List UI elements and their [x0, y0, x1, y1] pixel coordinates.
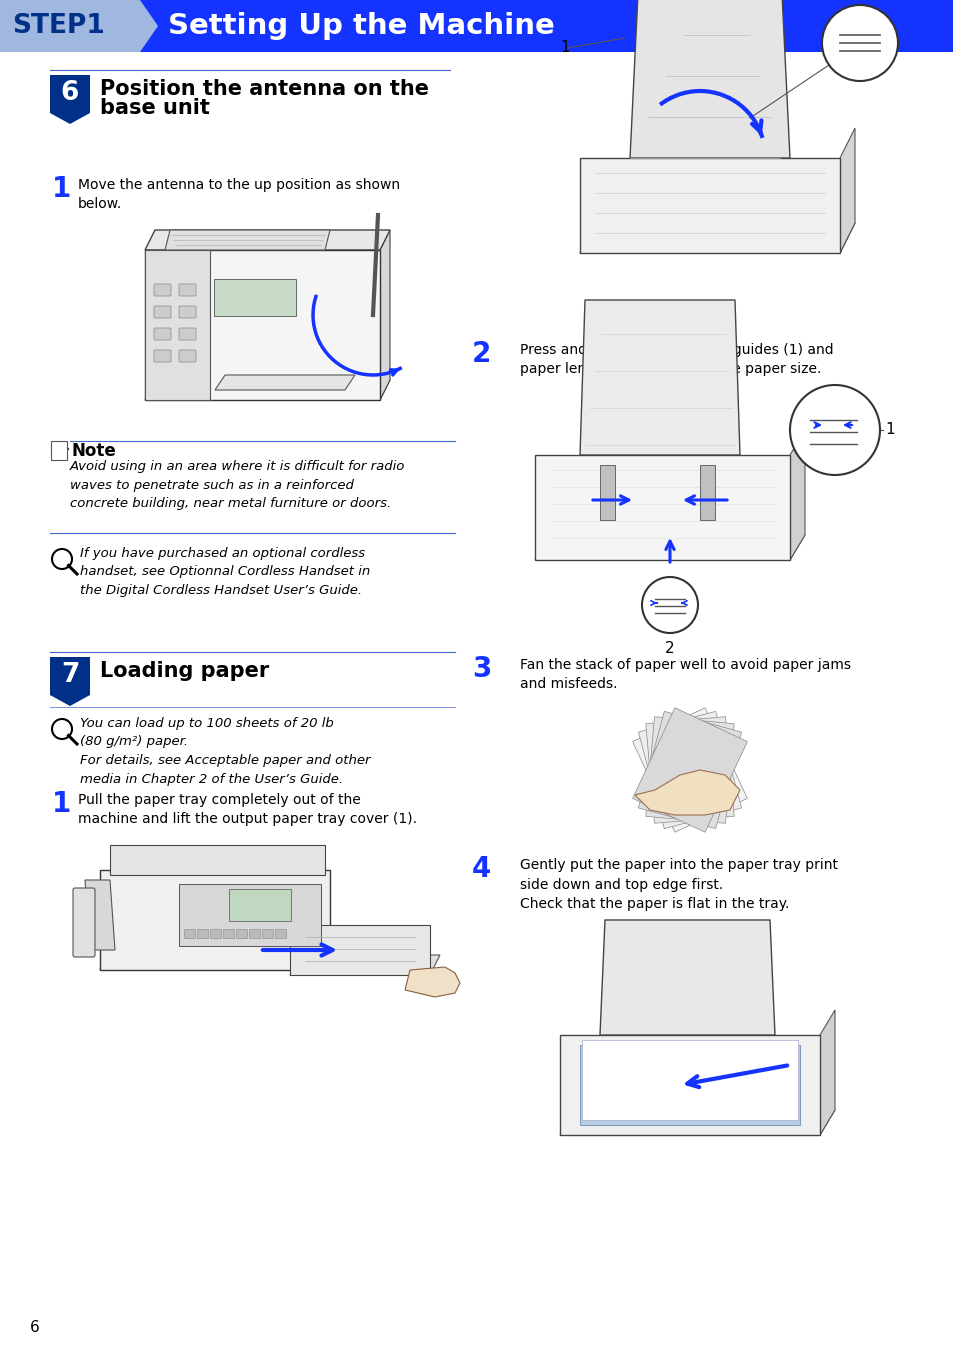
FancyBboxPatch shape — [110, 844, 325, 875]
Text: Press and slide the paper side guides (1) and
paper length guide (2) to fit the : Press and slide the paper side guides (1… — [519, 343, 833, 377]
FancyBboxPatch shape — [229, 889, 291, 921]
FancyBboxPatch shape — [179, 305, 195, 317]
Text: 4: 4 — [472, 855, 491, 884]
Polygon shape — [599, 465, 615, 520]
Circle shape — [789, 385, 879, 476]
FancyBboxPatch shape — [179, 350, 195, 362]
FancyBboxPatch shape — [51, 440, 67, 459]
Text: Loading paper: Loading paper — [100, 661, 269, 681]
FancyBboxPatch shape — [290, 925, 430, 975]
Text: 6: 6 — [30, 1320, 40, 1335]
Text: 7: 7 — [61, 662, 79, 688]
FancyBboxPatch shape — [50, 76, 90, 113]
Polygon shape — [579, 1046, 800, 1125]
FancyBboxPatch shape — [100, 870, 330, 970]
Polygon shape — [50, 694, 90, 707]
FancyBboxPatch shape — [153, 284, 171, 296]
Polygon shape — [645, 716, 734, 823]
FancyBboxPatch shape — [236, 929, 247, 939]
Polygon shape — [100, 950, 335, 970]
Text: Pull the paper tray completely out of the
machine and lift the output paper tray: Pull the paper tray completely out of th… — [78, 793, 416, 827]
Text: Position the antenna on the: Position the antenna on the — [100, 78, 429, 99]
Polygon shape — [85, 880, 115, 950]
FancyBboxPatch shape — [250, 929, 260, 939]
Polygon shape — [635, 770, 740, 815]
FancyBboxPatch shape — [153, 350, 171, 362]
Polygon shape — [632, 708, 746, 832]
Polygon shape — [700, 465, 714, 520]
Polygon shape — [645, 716, 734, 823]
Text: Setting Up the Machine: Setting Up the Machine — [168, 12, 554, 41]
Text: 2: 2 — [472, 340, 491, 367]
Polygon shape — [840, 128, 854, 253]
FancyBboxPatch shape — [179, 884, 320, 946]
Polygon shape — [638, 712, 740, 828]
Polygon shape — [559, 1035, 820, 1135]
FancyBboxPatch shape — [50, 657, 90, 694]
Circle shape — [52, 719, 71, 739]
Polygon shape — [535, 455, 789, 561]
Text: If you have purchased an optional cordless
handset, see Optionnal Cordless Hands: If you have purchased an optional cordle… — [80, 547, 370, 597]
Text: Avoid using in an area where it is difficult for radio
waves to penetrate such a: Avoid using in an area where it is diffi… — [70, 459, 405, 509]
FancyBboxPatch shape — [153, 328, 171, 340]
Polygon shape — [145, 250, 379, 400]
Polygon shape — [145, 380, 390, 400]
FancyBboxPatch shape — [223, 929, 234, 939]
Polygon shape — [579, 158, 840, 253]
Circle shape — [52, 549, 71, 569]
Text: 6: 6 — [61, 80, 79, 105]
Text: 1: 1 — [884, 423, 894, 438]
Text: STEP1: STEP1 — [12, 14, 105, 39]
Text: You can load up to 100 sheets of 20 lb
(80 g/m²) paper.
For details, see Accepta: You can load up to 100 sheets of 20 lb (… — [80, 717, 370, 785]
Circle shape — [821, 5, 897, 81]
FancyBboxPatch shape — [73, 888, 95, 957]
FancyBboxPatch shape — [179, 328, 195, 340]
Polygon shape — [559, 1111, 834, 1135]
Polygon shape — [820, 1011, 834, 1135]
FancyBboxPatch shape — [0, 0, 953, 51]
Text: 3: 3 — [472, 655, 491, 684]
Text: 1: 1 — [52, 176, 71, 203]
FancyBboxPatch shape — [153, 305, 171, 317]
Polygon shape — [145, 250, 210, 400]
Text: base unit: base unit — [100, 99, 210, 118]
Polygon shape — [165, 230, 330, 250]
Polygon shape — [629, 0, 789, 158]
Polygon shape — [579, 223, 854, 253]
Polygon shape — [405, 967, 459, 997]
Polygon shape — [579, 300, 740, 455]
Text: 2: 2 — [664, 640, 674, 657]
Polygon shape — [535, 535, 804, 561]
Text: Gently put the paper into the paper tray print
side down and top edge first.
Che: Gently put the paper into the paper tray… — [519, 858, 837, 911]
Polygon shape — [0, 0, 158, 51]
Polygon shape — [379, 230, 390, 400]
Circle shape — [641, 577, 698, 634]
Polygon shape — [599, 920, 774, 1035]
Polygon shape — [50, 113, 90, 124]
FancyBboxPatch shape — [275, 929, 286, 939]
Text: 1: 1 — [52, 790, 71, 817]
FancyBboxPatch shape — [262, 929, 274, 939]
Text: Move the antenna to the up position as shown
below.: Move the antenna to the up position as s… — [78, 178, 399, 212]
FancyBboxPatch shape — [179, 284, 195, 296]
Polygon shape — [145, 230, 390, 250]
Text: 1: 1 — [559, 41, 569, 55]
Polygon shape — [214, 376, 355, 390]
Polygon shape — [789, 430, 804, 561]
FancyBboxPatch shape — [184, 929, 195, 939]
FancyBboxPatch shape — [197, 929, 209, 939]
FancyBboxPatch shape — [211, 929, 221, 939]
Polygon shape — [638, 712, 740, 828]
Polygon shape — [581, 1040, 797, 1120]
Polygon shape — [290, 955, 439, 975]
Text: Fan the stack of paper well to avoid paper jams
and misfeeds.: Fan the stack of paper well to avoid pap… — [519, 658, 850, 692]
Text: Note: Note — [71, 442, 116, 459]
Polygon shape — [632, 708, 746, 832]
FancyBboxPatch shape — [213, 280, 295, 316]
